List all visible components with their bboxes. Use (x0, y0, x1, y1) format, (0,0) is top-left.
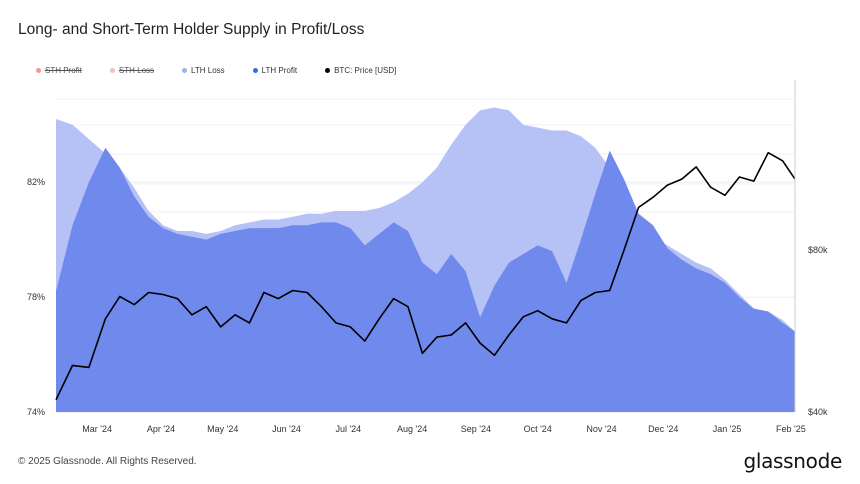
chart-legend: STH Profit STH Loss LTH Loss LTH Profit BTC:… (36, 66, 396, 75)
legend-item-btc-price-usd[interactable]: BTC: Price [USD] (325, 66, 396, 75)
legend-item-lth-loss[interactable]: LTH Loss (182, 66, 225, 75)
legend-label: STH Profit (45, 66, 82, 75)
legend-label: STH Loss (118, 66, 155, 75)
legend-item-sth-profit[interactable]: STH Profit (36, 66, 82, 75)
legend-label: LTH Loss (191, 66, 225, 75)
copyright-footer: © 2025 Glassnode. All Rights Reserved. (18, 456, 197, 467)
x-tick-label: Dec '24 (648, 424, 678, 434)
x-tick-label: Nov '24 (586, 424, 616, 434)
x-tick-label: Jan '25 (713, 424, 742, 434)
legend-dot-icon (36, 68, 41, 73)
x-tick-label: May '24 (207, 424, 238, 434)
x-tick-label: Feb '25 (776, 424, 806, 434)
legend-label: LTH Profit (261, 66, 298, 75)
series-area-lth-profit (56, 147, 795, 412)
y-tick-label-left: 74% (27, 407, 45, 417)
x-tick-label: Mar '24 (82, 424, 112, 434)
glassnode-logo: glassnode (743, 449, 842, 473)
legend-item-lth-profit[interactable]: LTH Profit (252, 66, 298, 75)
legend-dot-icon (325, 68, 331, 73)
legend-dot-icon (252, 68, 258, 73)
x-tick-label: Jul '24 (335, 424, 361, 434)
x-tick-label: Aug '24 (397, 424, 427, 434)
y-tick-label-right: $80k (808, 245, 828, 255)
legend-dot-icon (182, 68, 188, 73)
legend-item-sth-loss[interactable]: STH Loss (109, 66, 155, 75)
x-tick-label: Jun '24 (272, 424, 301, 434)
y-tick-label-left: 82% (27, 177, 45, 187)
x-tick-label: Sep '24 (461, 424, 491, 434)
x-tick-label: Oct '24 (524, 424, 552, 434)
series-line-btc-price (55, 151, 796, 401)
y-tick-label-right: $40k (808, 407, 828, 417)
y-tick-label-left: 78% (27, 292, 45, 302)
x-tick-label: Apr '24 (147, 424, 175, 434)
legend-label: BTC: Price [USD] (334, 66, 397, 75)
legend-dot-icon (109, 68, 115, 73)
chart-title: Long- and Short-Term Holder Supply in Pr… (18, 21, 365, 38)
